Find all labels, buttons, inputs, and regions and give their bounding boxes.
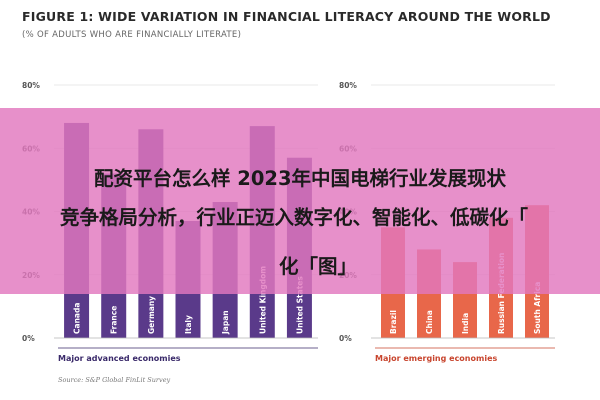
bar-category-label: Italy xyxy=(184,315,193,334)
bar-category-label: Germany xyxy=(147,296,156,334)
bar-category-label: India xyxy=(461,313,470,334)
promo-overlay-banner xyxy=(0,108,600,294)
chart-subtitle: (% OF ADULTS WHO ARE FINANCIALLY LITERAT… xyxy=(22,30,242,40)
panel-x-label: Major emerging economies xyxy=(375,354,497,363)
y-tick-label: 80% xyxy=(339,81,357,90)
bar-category-label: South Africa xyxy=(533,282,542,334)
overlay-text-line-1: 配资平台怎么样 2023年中国电梯行业发展现状 xyxy=(93,167,507,190)
panel-x-label: Major advanced economies xyxy=(58,354,181,363)
bar-category-label: Brazil xyxy=(389,310,398,334)
bar-category-label: Canada xyxy=(73,303,82,334)
chart-source-note: Source: S&P Global FinLit Survey xyxy=(58,376,171,384)
overlay-text-line-2: 竞争格局分析，行业正迈入数字化、智能化、低碳化「 xyxy=(59,206,528,229)
bar-category-label: China xyxy=(425,310,434,334)
overlay-text-line-3: 化「图」 xyxy=(279,255,358,278)
y-tick-label: 0% xyxy=(339,334,352,343)
bar-category-label: France xyxy=(110,306,119,334)
bar-category-label: United States xyxy=(295,276,304,334)
y-tick-label: 0% xyxy=(22,334,35,343)
bar-category-label: Japan xyxy=(221,310,230,335)
y-tick-label: 80% xyxy=(22,81,40,90)
bar-category-label: United Kingdom xyxy=(258,266,267,334)
chart-title: FIGURE 1: WIDE VARIATION IN FINANCIAL LI… xyxy=(22,9,551,24)
